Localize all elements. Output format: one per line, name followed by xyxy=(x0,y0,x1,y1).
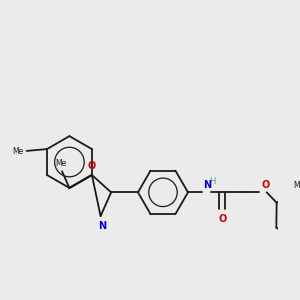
Text: Me: Me xyxy=(13,147,24,156)
Text: H: H xyxy=(209,177,216,186)
Text: O: O xyxy=(218,214,226,224)
Text: O: O xyxy=(261,181,269,190)
Text: N: N xyxy=(98,220,106,231)
Text: Me: Me xyxy=(293,181,300,190)
Text: O: O xyxy=(88,161,96,171)
Text: Me: Me xyxy=(56,159,67,168)
Text: N: N xyxy=(203,180,211,190)
